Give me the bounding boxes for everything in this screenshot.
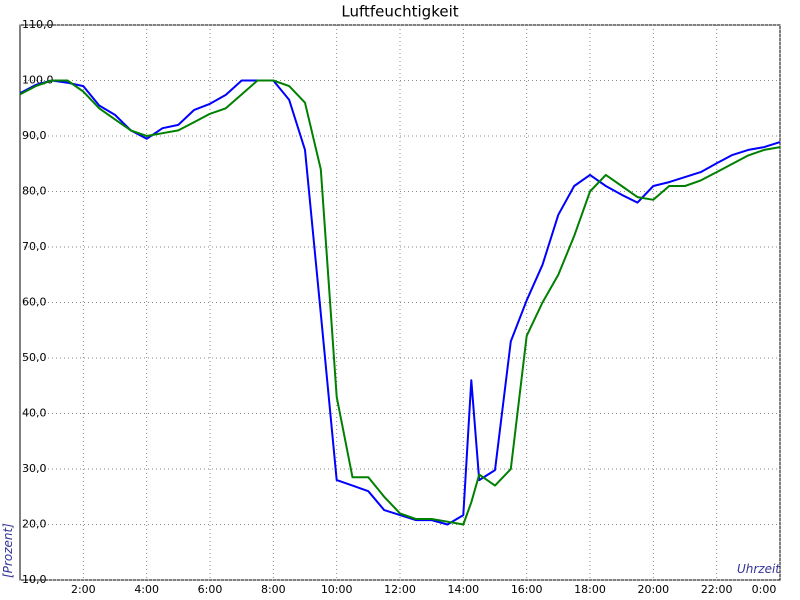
y-tick-label: 10,0 [22,573,47,586]
y-tick-label: 40,0 [22,407,47,420]
x-tick-label: 20:00 [637,583,669,596]
y-tick-label: 60,0 [22,296,47,309]
x-tick-label: 18:00 [574,583,606,596]
data-line [19,79,781,526]
x-tick-label: 22:00 [701,583,733,596]
x-tick-label: 0:00 [752,583,777,596]
y-tick-label: 110,0 [22,18,54,31]
x-tick-label: 2:00 [71,583,96,596]
y-tick-label: 30,0 [22,462,47,475]
x-axis-label: Uhrzeit [737,562,781,576]
y-tick-label: 70,0 [22,240,47,253]
x-tick-label: 14:00 [447,583,479,596]
y-tick-label: 20,0 [22,518,47,531]
x-tick-label: 16:00 [511,583,543,596]
x-tick-label: 10:00 [321,583,353,596]
y-tick-label: 90,0 [22,129,47,142]
x-tick-label: 6:00 [198,583,223,596]
y-tick-label: 80,0 [22,185,47,198]
x-tick-label: 4:00 [134,583,159,596]
y-axis-label: [Prozent] [1,523,15,578]
x-tick-label: 12:00 [384,583,416,596]
data-line [19,79,781,526]
y-tick-label: 50,0 [22,351,47,364]
chart-title: Luftfeuchtigkeit [341,3,458,21]
x-tick-label: 8:00 [261,583,286,596]
